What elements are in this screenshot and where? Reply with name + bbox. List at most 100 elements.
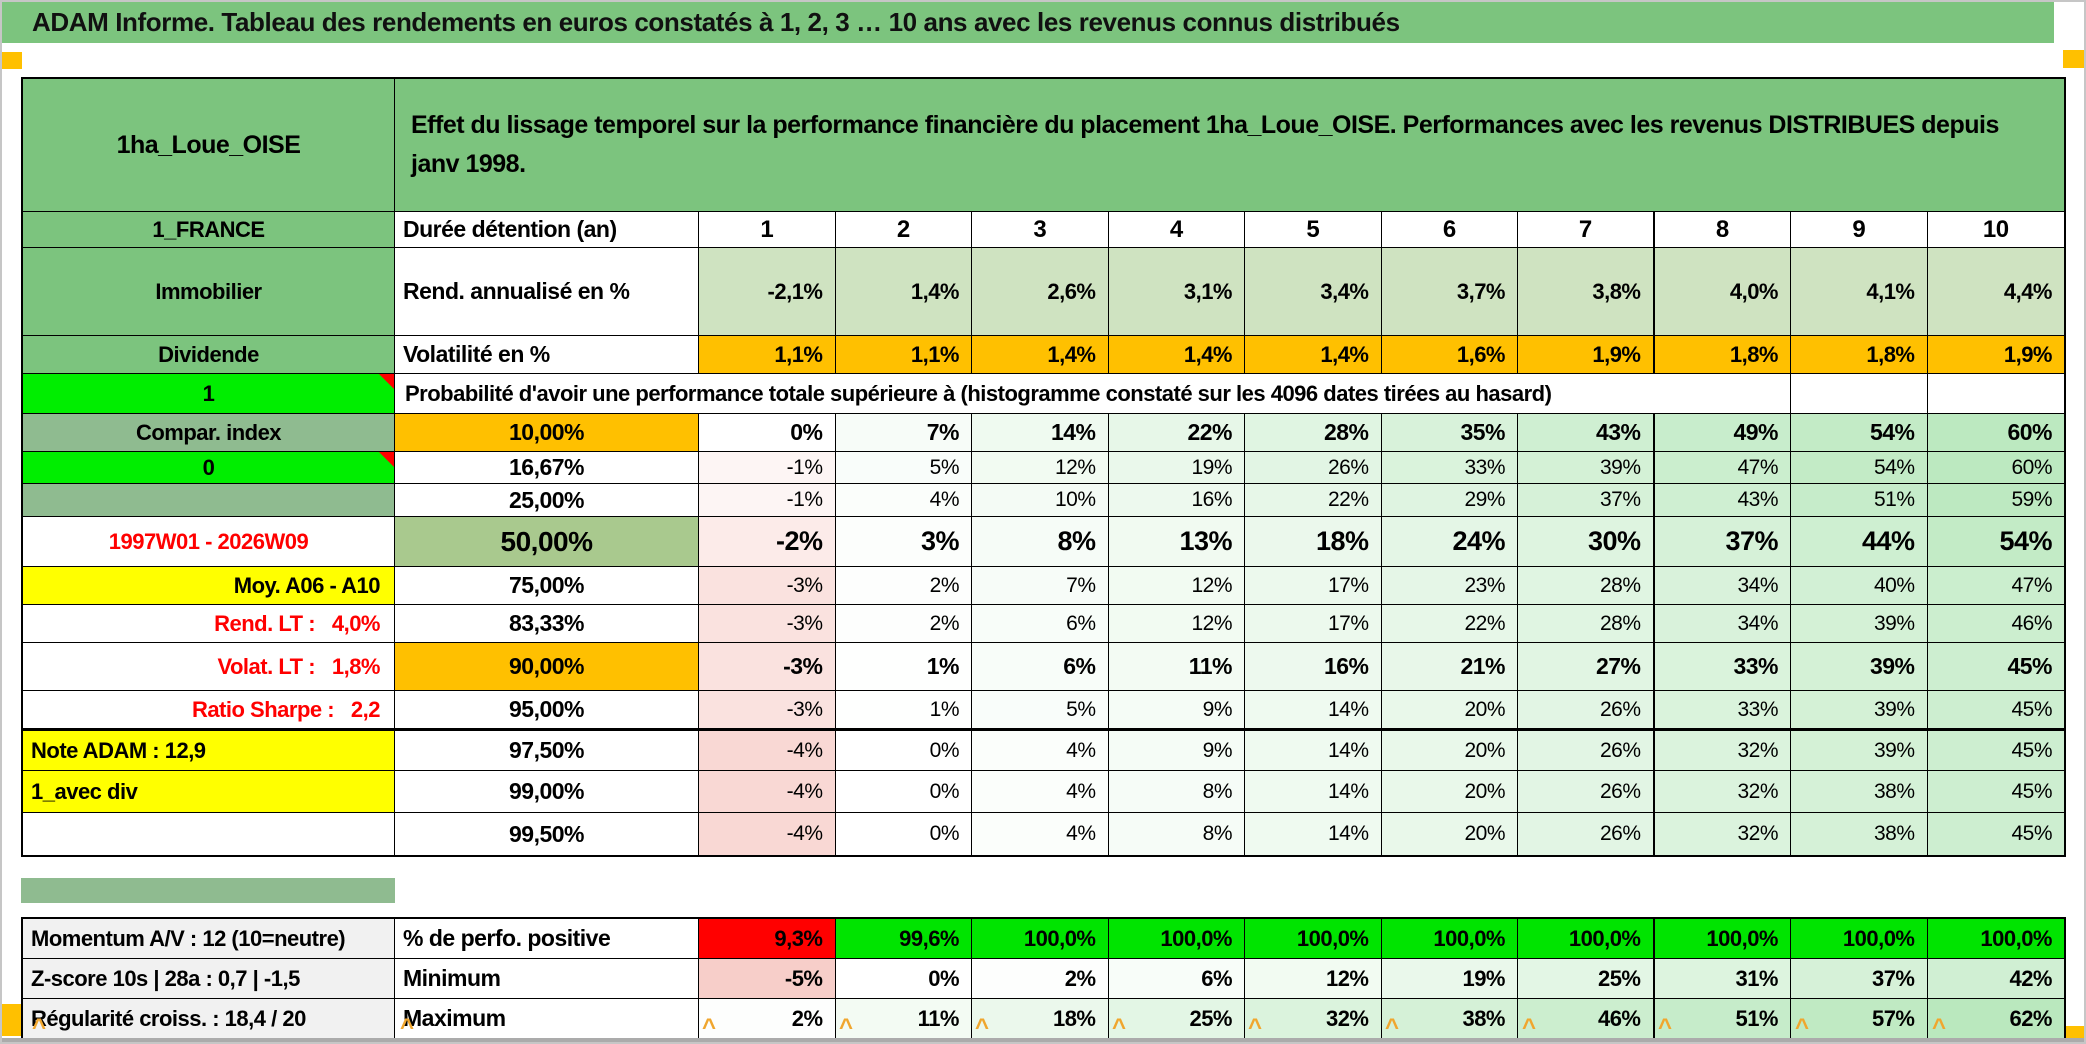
- percentile-value-cell: 9%: [1108, 731, 1245, 770]
- percentile-value-cell: -3%: [699, 605, 836, 642]
- duration-cell: 10: [1982, 215, 2009, 243]
- column-marker-icon: ^: [1522, 1014, 1537, 1041]
- performance-table: 1ha_Loue_OISE Effet du lissage temporel s…: [21, 77, 2066, 857]
- label-country: 1_FRANCE: [23, 212, 395, 247]
- percentile-value-cell: 26%: [1518, 731, 1655, 770]
- percentile-value-cell: 21%: [1381, 643, 1518, 690]
- label-blank1: [23, 484, 395, 516]
- volat-value-cell: 1,4%: [972, 336, 1109, 373]
- stats-table: Momentum A/V : 12 (10=neutre)% de perfo.…: [21, 917, 2066, 1040]
- volat-value-cell: 1,4%: [1245, 336, 1382, 373]
- percentile-value-cell: 26%: [1518, 771, 1655, 812]
- percentile-value-cell: 14%: [1245, 813, 1382, 855]
- duration-cell: 2: [836, 212, 972, 247]
- horizontal-scrollbar[interactable]: [2, 1038, 2084, 1042]
- percentile-value-cell: 6%: [972, 643, 1109, 690]
- percentile-value-cell: 12%: [1108, 567, 1245, 604]
- column-marker-icon: ^: [1385, 1014, 1400, 1041]
- stat-value-cell: 0%: [835, 959, 972, 998]
- percentile-value-cell: 45%: [1927, 731, 2064, 770]
- stat-value-cell: 6%: [1108, 959, 1245, 998]
- percentile-value-cell: 47%: [1654, 452, 1791, 483]
- corner-marker-bottom-left: [2, 1004, 22, 1036]
- percentile-label: 99,50%: [395, 813, 699, 855]
- label-period: 1997W01 - 2026W09: [23, 517, 395, 566]
- percentile-value-cell: 54%: [1927, 517, 2064, 566]
- percentile-label: 16,67%: [395, 452, 699, 483]
- percentile-value-cell: 45%: [1927, 643, 2064, 690]
- percentile-value-cell: 46%: [1927, 605, 2064, 642]
- volat-value-cell: 1,1%: [699, 336, 836, 373]
- percentile-value-cell: 7%: [972, 567, 1109, 604]
- label-flag_bottom[interactable]: 0: [23, 452, 395, 483]
- percentile-value-cell: 45%: [1927, 813, 2064, 855]
- percentile-value-cell: 37%: [1518, 484, 1655, 516]
- percentile-value-cell: 10%: [972, 484, 1109, 516]
- volat-row-label: Volatilité en %: [395, 336, 699, 373]
- percentile-value-cell: 20%: [1381, 771, 1518, 812]
- percentile-label: 99,00%: [395, 771, 699, 812]
- percentile-value-cell: 44%: [1791, 517, 1928, 566]
- stat-value-cell: 31%: [1654, 959, 1791, 998]
- percentile-value-cell: 0%: [699, 414, 836, 451]
- percentile-value-cell: 51%: [1791, 484, 1928, 516]
- stat-value-cell: 25%: [1518, 959, 1655, 998]
- percentile-value-cell: -4%: [699, 771, 836, 812]
- separator-bar: [21, 878, 395, 903]
- percentile-value-cell: 45%: [1927, 771, 2064, 812]
- flag-cell-top[interactable]: 1: [23, 374, 395, 413]
- stat-value-cell: 99,6%: [835, 919, 972, 958]
- probability-header-spacer: [1928, 374, 2065, 413]
- rend-value-cell: 2,6%: [972, 248, 1109, 335]
- volat-value-cell: 1,1%: [835, 336, 972, 373]
- percentile-value-cell: 22%: [1381, 605, 1518, 642]
- percentile-value-cell: 0%: [835, 813, 972, 855]
- percentile-value-cell: 38%: [1791, 813, 1928, 855]
- percentile-value-cell: 8%: [1108, 813, 1245, 855]
- percentile-value-cell: -1%: [699, 484, 836, 516]
- stat-value-cell: 57%: [1791, 999, 1928, 1038]
- stat-value-cell: 38%: [1381, 999, 1518, 1038]
- percentile-value-cell: 47%: [1927, 567, 2064, 604]
- percentile-value-cell: 23%: [1381, 567, 1518, 604]
- percentile-value-cell: 28%: [1518, 567, 1655, 604]
- percentile-value-cell: 4%: [835, 484, 972, 516]
- rend-value-cell: -2,1%: [699, 248, 836, 335]
- label-regularite: Régularité croiss. : 18,4 / 20: [23, 999, 395, 1038]
- volat-value-cell: 1,4%: [1108, 336, 1245, 373]
- stat-value-cell: 100,0%: [1654, 919, 1791, 958]
- percentile-value-cell: -1%: [699, 452, 836, 483]
- label-compar_index: Compar. index: [23, 414, 395, 451]
- comment-marker-icon: [379, 374, 394, 389]
- percentile-label: 25,00%: [395, 484, 699, 516]
- percentile-value-cell: 33%: [1654, 643, 1791, 690]
- stat-value-cell: 9,3%: [699, 919, 836, 958]
- rend-value-cell: 3,1%: [1108, 248, 1245, 335]
- percentile-value-cell: 4%: [972, 771, 1109, 812]
- duration-cell: 1: [699, 212, 836, 247]
- duration-cell: 4: [1109, 212, 1245, 247]
- percentile-value-cell: 33%: [1654, 691, 1791, 728]
- stat-value-cell: 42%: [1927, 959, 2064, 998]
- stat-value-cell: 25%: [1108, 999, 1245, 1038]
- percentile-value-cell: 54%: [1791, 414, 1928, 451]
- percentile-value-cell: 32%: [1654, 771, 1791, 812]
- label-avec_div: 1_avec div: [23, 771, 395, 812]
- percentile-value-cell: 35%: [1381, 414, 1518, 451]
- percentile-value-cell: 32%: [1654, 813, 1791, 855]
- page-title: ADAM Informe. Tableau des rendements en …: [32, 7, 1400, 37]
- stat-value-cell: 37%: [1791, 959, 1928, 998]
- stat-value-cell: 100,0%: [1245, 919, 1382, 958]
- percentile-value-cell: 22%: [1108, 414, 1245, 451]
- column-marker-icon: ^: [1795, 1014, 1810, 1041]
- percentile-value-cell: 0%: [835, 731, 972, 770]
- percentile-value-cell: 8%: [1108, 771, 1245, 812]
- stat-value-cell: 19%: [1381, 959, 1518, 998]
- percentile-value-cell: 39%: [1791, 605, 1928, 642]
- rend-value-cell: 4,1%: [1791, 248, 1928, 335]
- volat-value-cell: 1,8%: [1654, 336, 1791, 373]
- stat-row-label: Maximum: [395, 999, 699, 1038]
- percentile-value-cell: 37%: [1654, 517, 1791, 566]
- percentile-value-cell: 28%: [1518, 605, 1655, 642]
- corner-marker-top-left: [2, 52, 22, 69]
